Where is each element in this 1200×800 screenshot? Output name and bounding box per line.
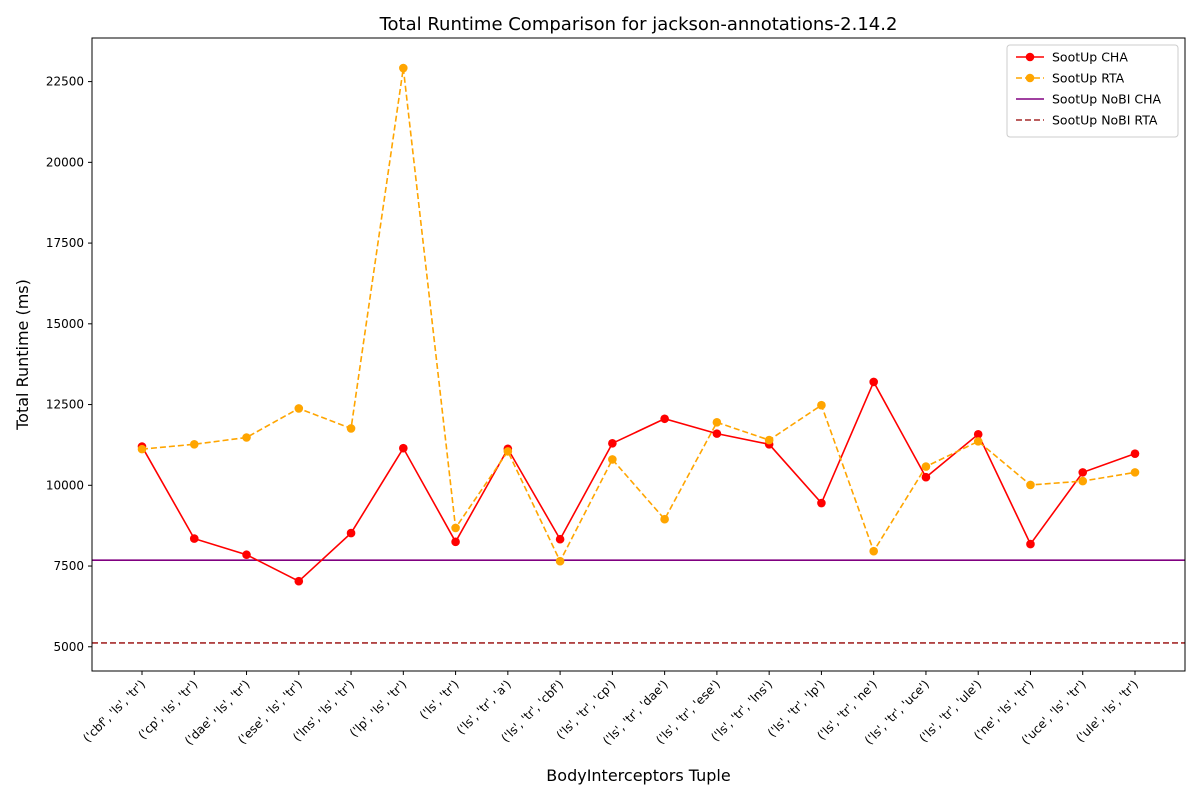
data-point [817, 400, 826, 410]
series-line-1 [141, 380, 1136, 583]
legend-marker [1025, 73, 1035, 83]
y-tick-label: 12500 [46, 398, 84, 412]
data-point [660, 514, 669, 524]
data-point [242, 550, 251, 560]
data-point [817, 498, 826, 508]
data-point [1026, 480, 1035, 490]
chart-title: Total Runtime Comparison for jackson-ann… [379, 14, 898, 35]
legend-label: SootUp CHA [1052, 50, 1128, 65]
y-axis-title: Total Runtime (ms) [13, 279, 32, 431]
data-point [712, 418, 722, 427]
data-point [1078, 468, 1088, 477]
data-point [451, 537, 460, 547]
series-line-2 [141, 67, 1136, 563]
data-point [294, 576, 304, 586]
y-tick-label: 15000 [46, 317, 84, 331]
data-point [1130, 449, 1140, 458]
data-point [189, 439, 199, 449]
data-point [660, 414, 669, 424]
legend-label: SootUp RTA [1052, 71, 1125, 86]
data-point [555, 534, 565, 544]
y-tick-label: 7500 [53, 559, 84, 573]
y-tick-label: 10000 [46, 478, 84, 492]
data-point [869, 546, 878, 556]
legend-box [1006, 44, 1179, 138]
data-point [189, 534, 199, 543]
y-tick-label: 5000 [53, 640, 84, 654]
data-point [1078, 476, 1088, 486]
data-point [503, 447, 513, 456]
data-point [346, 528, 356, 538]
legend: SootUp CHA SootUp RTA SootUp NoBI CHA SootU… [1006, 44, 1179, 138]
data-point [555, 556, 565, 566]
legend-marker [1025, 52, 1035, 62]
data-point [608, 439, 617, 448]
data-point [1026, 539, 1035, 549]
data-point [973, 429, 983, 439]
data-point [399, 443, 408, 453]
y-tick-label: 17500 [46, 236, 84, 250]
data-point [451, 523, 460, 533]
data-point [137, 444, 147, 454]
data-point [346, 424, 356, 433]
data-point [608, 455, 617, 464]
y-tick-label: 20000 [46, 155, 84, 169]
data-point [869, 377, 878, 387]
data-point [712, 429, 722, 438]
legend-label: SootUp NoBI RTA [1052, 113, 1158, 128]
data-point [399, 63, 408, 73]
data-point [764, 435, 774, 445]
data-point [1130, 468, 1140, 477]
data-point [921, 462, 931, 471]
legend-label: SootUp NoBI CHA [1052, 92, 1162, 107]
plot-frame [91, 37, 1186, 672]
y-tick-label: 22500 [46, 75, 84, 89]
x-axis-title: BodyInterceptors Tuple [546, 766, 730, 785]
data-point [242, 433, 251, 442]
data-point [973, 437, 983, 446]
data-point [294, 404, 304, 413]
data-point [921, 472, 931, 482]
